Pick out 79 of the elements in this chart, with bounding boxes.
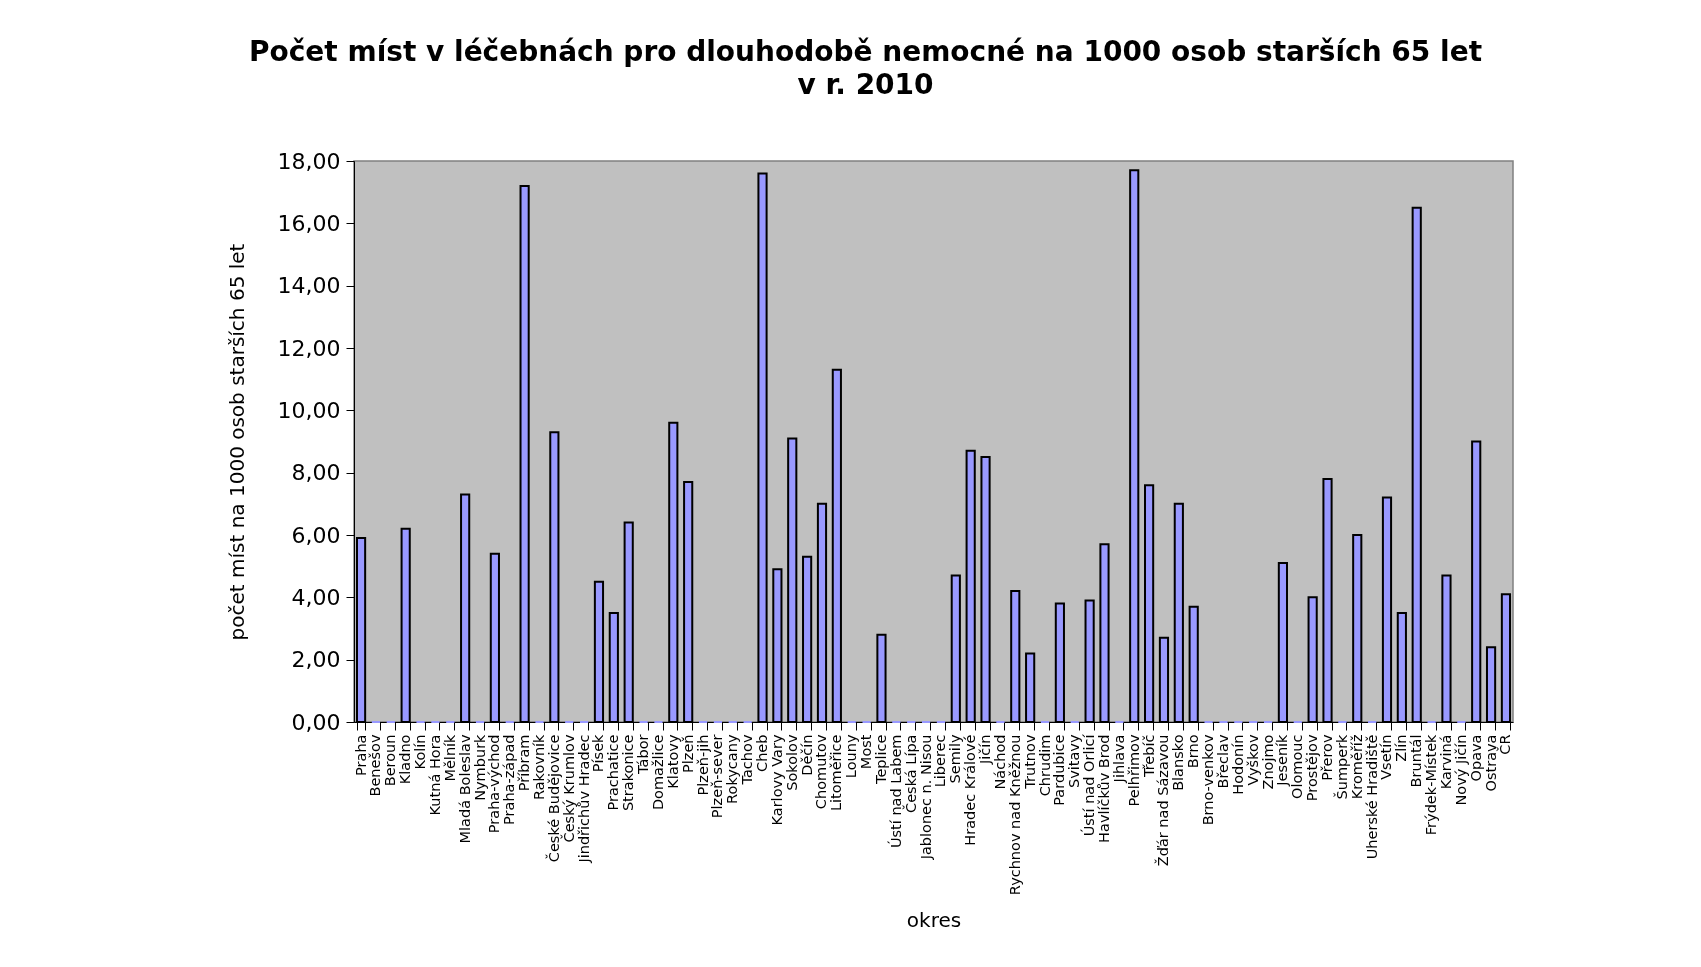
x-tick-label: Sokolov <box>783 734 800 791</box>
y-tick-label: 18,00 <box>277 148 341 174</box>
x-tick-label: Jablonec n. Nisou <box>917 734 934 861</box>
x-tick-label: Tachov <box>739 734 756 786</box>
x-tick-label: Kutná Hora <box>426 734 443 816</box>
y-tick-label: 12,00 <box>277 335 341 361</box>
x-tick-label: Karviná <box>1437 734 1454 790</box>
x-tick-label: Kolín <box>412 734 429 770</box>
y-tick-label: 4,00 <box>291 584 341 610</box>
x-tick-label: Olomouc <box>1289 734 1306 799</box>
y-tick-label: 2,00 <box>291 647 341 673</box>
x-tick-label: Jeseník <box>1274 733 1291 787</box>
x-tick-label: Semily <box>947 734 964 784</box>
x-tick-label: Příbram <box>516 734 533 792</box>
y-tick-label: 6,00 <box>291 522 341 548</box>
chart-title: Počet míst v léčebnách pro dlouhodobě nemocné na 1000 osob starších 65 let v r. 2010 <box>248 35 1483 101</box>
x-tick-label: Frýdek-Místek <box>1423 733 1440 836</box>
x-tick-label: Plzeň-jih <box>694 734 711 796</box>
x-tick-label: Pardubice <box>1051 734 1068 806</box>
y-tick-label: 8,00 <box>291 460 341 486</box>
x-tick-label: Děčín <box>798 734 815 776</box>
x-tick-label: Teplice <box>872 734 889 785</box>
x-tick-label: Liberec <box>932 734 949 788</box>
x-tick-label: Domažlice <box>649 734 666 811</box>
x-tick-label: Louny <box>843 734 860 779</box>
x-tick-label: Plzeň-sever <box>709 734 726 819</box>
x-tick-label: Chomutov <box>813 734 830 810</box>
x-tick-label: Praha-východ <box>486 734 503 834</box>
x-tick-label: Rakovník <box>530 733 547 801</box>
x-tick-label: Cheb <box>754 734 771 772</box>
x-tick-label: Jičín <box>977 734 994 765</box>
x-tick-label: Břeclav <box>1214 734 1231 789</box>
x-tick-label: Chrudim <box>1036 734 1053 797</box>
x-tick-label: Písek <box>590 733 607 773</box>
x-tick-label: Opava <box>1467 734 1484 782</box>
x-tick-label: Havlíčkův Brod <box>1095 734 1112 843</box>
x-tick-label: Česká Lípa <box>901 734 919 813</box>
x-tick-label: Mělník <box>441 733 458 782</box>
x-tick-label: Vyškov <box>1244 734 1261 786</box>
x-tick-label: Praha <box>352 734 369 776</box>
y-tick-label: 16,00 <box>277 210 341 236</box>
x-tick-label: Strakonice <box>620 734 637 812</box>
y-tick-label: 14,00 <box>277 273 341 299</box>
x-tick-label: Litoměřice <box>828 734 845 812</box>
x-tick-label: Praha-západ <box>501 734 518 825</box>
x-tick-label: Brno <box>1185 734 1202 769</box>
x-tick-label: Kladno <box>397 734 414 785</box>
x-tick-label: ČR <box>1496 734 1514 755</box>
x-tick-label: Beroun <box>382 734 399 787</box>
x-tick-label: Rychnov nad Kněžnou <box>1006 734 1023 896</box>
x-tick-label: Znojmo <box>1259 734 1276 790</box>
x-tick-label: Bruntál <box>1408 734 1425 788</box>
x-tick-label: Blansko <box>1170 734 1187 791</box>
x-tick-label: Tábor <box>635 734 652 775</box>
x-tick-label: Prachatice <box>605 734 622 811</box>
x-tick-label: Svitavy <box>1066 734 1083 789</box>
x-tick-label: Uherské Hradiště <box>1363 734 1380 860</box>
x-tick-label: Hradec Králové <box>962 734 979 846</box>
x-axis-title: okres <box>906 908 962 933</box>
x-tick-label: Rokycany <box>724 734 741 804</box>
y-axis-title: počet míst na 1000 osob starších 65 let <box>224 243 249 641</box>
x-tick-label: Nymburk <box>471 733 488 801</box>
x-tick-label: Třebíč <box>1140 734 1157 778</box>
x-tick-label: Žďár nad Sázavou <box>1154 734 1172 867</box>
x-tick-label: Vsetín <box>1378 734 1395 780</box>
x-tick-label: Trutnov <box>1021 734 1038 790</box>
x-tick-label: Mladá Boleslav <box>456 734 473 844</box>
y-tick-label: 10,00 <box>277 397 341 423</box>
x-tick-label: Most <box>858 734 875 770</box>
x-tick-label: Hodonín <box>1229 734 1246 795</box>
x-tick-label: Karlovy Vary <box>768 734 785 826</box>
x-tick-label: Brno-venkov <box>1200 734 1217 826</box>
x-tick-label: Nový Jičín <box>1452 734 1469 806</box>
x-tick-label: Jihlava <box>1110 734 1127 784</box>
x-tick-label: Prostějov <box>1304 734 1321 802</box>
y-tick-label: 0,00 <box>291 709 341 735</box>
x-tick-label: Benešov <box>367 734 384 797</box>
x-tick-label: Klatovy <box>664 734 681 789</box>
x-tick-label: Zlín <box>1393 734 1410 762</box>
